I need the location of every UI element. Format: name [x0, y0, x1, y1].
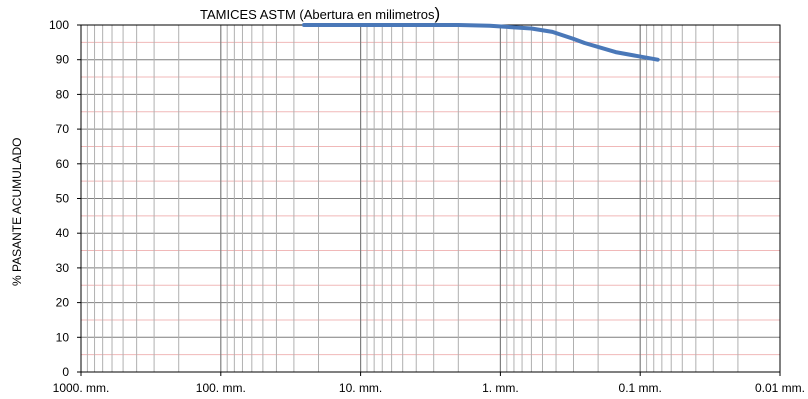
x-tick-label: 10. mm. — [339, 381, 382, 395]
data-point — [571, 37, 575, 41]
data-point — [319, 23, 323, 27]
data-point — [583, 41, 587, 45]
y-tick-label: 0 — [62, 365, 69, 379]
y-tick-label: 60 — [56, 157, 70, 171]
y-tick-label: 40 — [56, 226, 70, 240]
y-tick-label: 50 — [56, 192, 70, 206]
y-tick-label: 90 — [56, 53, 70, 67]
chart-title-text: TAMICES ASTM (Abertura en milimetros — [200, 7, 435, 22]
x-tick-label: 0.01 mm. — [755, 381, 805, 395]
data-point — [302, 23, 306, 27]
y-tick-label: 100 — [49, 18, 69, 32]
data-point — [456, 23, 460, 27]
data-point — [404, 23, 408, 27]
x-tick-label: 0.1 mm. — [619, 381, 662, 395]
series-line — [302, 23, 660, 62]
data-point — [529, 26, 533, 30]
y-tick-label: 10 — [56, 330, 70, 344]
y-tick-label: 80 — [56, 87, 70, 101]
data-point — [344, 23, 348, 27]
data-point — [656, 58, 660, 62]
y-tick-label: 70 — [56, 122, 70, 136]
x-tick-label: 100. mm. — [196, 381, 246, 395]
data-point — [488, 24, 492, 28]
chart-title-paren: ) — [434, 4, 441, 23]
chart-title: TAMICES ASTM (Abertura en milimetros) — [200, 4, 440, 24]
data-point — [508, 25, 512, 29]
x-tick-label: 1. mm. — [482, 381, 519, 395]
y-tick-label: 20 — [56, 296, 70, 310]
data-point — [362, 23, 366, 27]
x-tick-label: 1000. mm. — [53, 381, 110, 395]
y-tick-label: 30 — [56, 261, 70, 275]
data-point — [614, 50, 618, 54]
data-point — [550, 30, 554, 34]
